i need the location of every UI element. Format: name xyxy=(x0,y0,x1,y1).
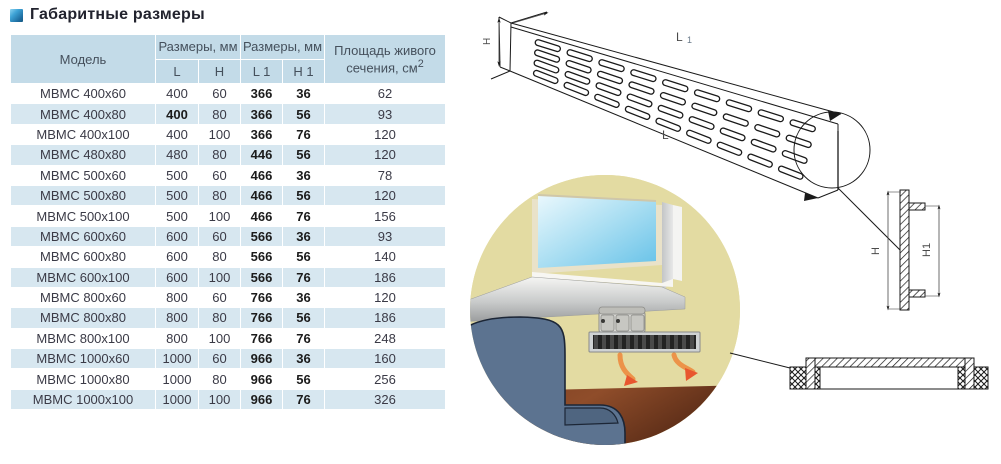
svg-text:1: 1 xyxy=(687,35,692,45)
svg-text:H1: H1 xyxy=(921,243,933,257)
svg-text:L: L xyxy=(662,128,669,142)
svg-text:H: H xyxy=(482,38,493,45)
svg-text:L: L xyxy=(676,30,683,44)
svg-text:H: H xyxy=(870,247,882,255)
